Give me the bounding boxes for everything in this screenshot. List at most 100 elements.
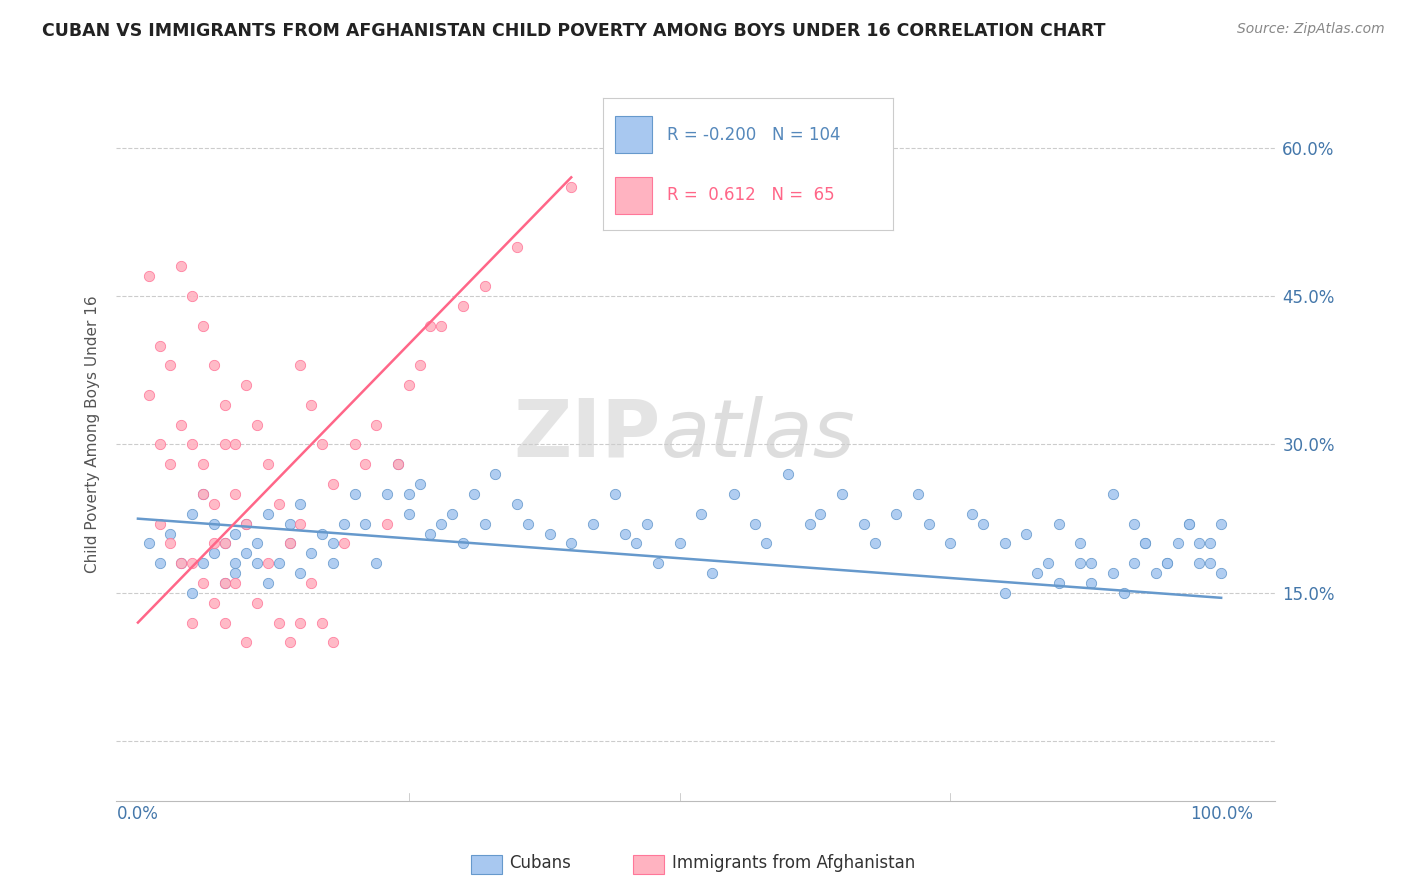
Point	[744, 516, 766, 531]
Text: Immigrants from Afghanistan: Immigrants from Afghanistan	[672, 855, 915, 872]
Point	[214, 576, 236, 591]
Point	[1036, 556, 1059, 570]
Point	[181, 507, 204, 521]
Point	[1069, 536, 1091, 550]
Point	[299, 576, 322, 591]
Point	[1101, 487, 1123, 501]
Point	[290, 359, 312, 373]
Point	[668, 536, 690, 550]
Point	[1015, 526, 1038, 541]
Point	[299, 546, 322, 560]
Point	[224, 487, 246, 501]
Point	[1211, 566, 1233, 580]
Text: atlas: atlas	[661, 395, 856, 474]
Point	[202, 596, 225, 610]
Point	[257, 576, 280, 591]
Point	[1112, 586, 1135, 600]
Point	[1156, 556, 1178, 570]
Point	[290, 566, 312, 580]
Y-axis label: Child Poverty Among Boys Under 16: Child Poverty Among Boys Under 16	[86, 296, 100, 574]
Point	[474, 516, 496, 531]
Point	[159, 457, 181, 471]
Point	[939, 536, 962, 550]
Point	[419, 526, 441, 541]
Point	[299, 398, 322, 412]
Point	[1069, 556, 1091, 570]
Point	[852, 516, 875, 531]
Point	[398, 378, 420, 392]
Point	[224, 526, 246, 541]
Point	[506, 239, 529, 253]
Point	[560, 536, 582, 550]
Point	[257, 457, 280, 471]
Point	[960, 507, 983, 521]
Point	[375, 516, 398, 531]
Point	[387, 457, 409, 471]
Point	[170, 417, 193, 432]
Point	[626, 536, 648, 550]
Point	[1144, 566, 1167, 580]
Point	[1080, 556, 1102, 570]
Point	[191, 487, 214, 501]
Point	[235, 516, 257, 531]
Point	[907, 487, 929, 501]
Point	[170, 556, 193, 570]
Point	[354, 457, 377, 471]
Point	[170, 556, 193, 570]
Point	[1123, 556, 1146, 570]
Point	[235, 546, 257, 560]
Point	[311, 526, 333, 541]
Point	[235, 378, 257, 392]
Point	[1177, 516, 1199, 531]
Point	[278, 536, 301, 550]
Point	[138, 269, 160, 284]
Point	[776, 467, 799, 482]
Point	[191, 576, 214, 591]
Point	[755, 536, 778, 550]
Text: Source: ZipAtlas.com: Source: ZipAtlas.com	[1237, 22, 1385, 37]
Point	[246, 556, 269, 570]
Point	[1047, 576, 1070, 591]
Point	[408, 359, 430, 373]
Point	[1135, 536, 1157, 550]
Point	[322, 536, 344, 550]
Point	[516, 516, 538, 531]
Point	[224, 566, 246, 580]
Point	[398, 507, 420, 521]
Point	[1047, 516, 1070, 531]
Point	[343, 487, 366, 501]
Point	[1101, 566, 1123, 580]
Point	[366, 417, 388, 432]
Point	[831, 487, 853, 501]
Point	[1135, 536, 1157, 550]
Point	[1177, 516, 1199, 531]
Point	[278, 516, 301, 531]
Point	[181, 289, 204, 303]
Point	[311, 615, 333, 630]
Point	[614, 526, 637, 541]
Point	[202, 546, 225, 560]
Point	[149, 556, 172, 570]
Point	[149, 338, 172, 352]
Point	[246, 536, 269, 550]
Point	[202, 497, 225, 511]
Point	[267, 615, 290, 630]
Point	[267, 497, 290, 511]
Point	[1156, 556, 1178, 570]
Point	[451, 536, 474, 550]
Point	[441, 507, 464, 521]
Point	[332, 516, 354, 531]
Point	[181, 615, 204, 630]
Point	[159, 526, 181, 541]
Point	[463, 487, 485, 501]
Point	[159, 536, 181, 550]
Point	[322, 556, 344, 570]
Point	[366, 556, 388, 570]
Point	[375, 487, 398, 501]
Point	[290, 516, 312, 531]
Point	[257, 507, 280, 521]
Point	[246, 596, 269, 610]
Point	[1188, 556, 1211, 570]
Point	[214, 536, 236, 550]
Point	[214, 615, 236, 630]
